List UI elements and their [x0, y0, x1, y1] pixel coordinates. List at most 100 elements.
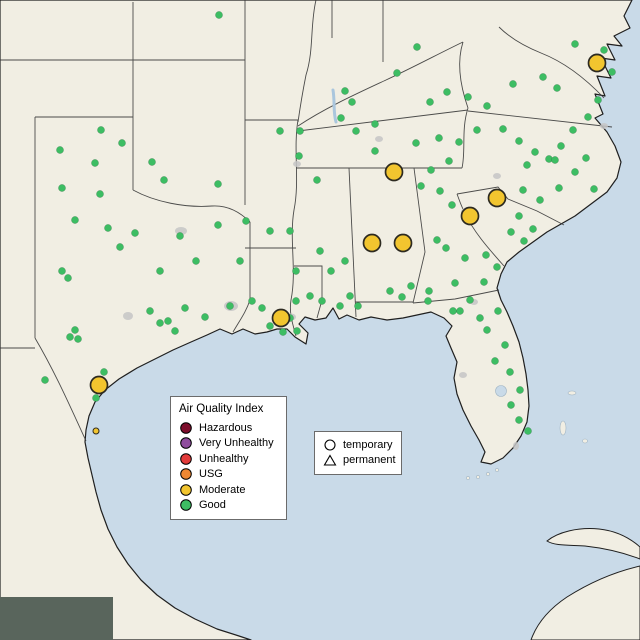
station-marker-good[interactable] [258, 304, 266, 312]
station-marker-good[interactable] [539, 73, 547, 81]
station-marker-good[interactable] [226, 302, 234, 310]
station-marker-good[interactable] [600, 46, 608, 54]
station-marker-moderate[interactable] [393, 233, 413, 253]
station-marker-good[interactable] [555, 184, 563, 192]
station-marker-good[interactable] [279, 328, 287, 336]
station-marker-good[interactable] [557, 142, 565, 150]
station-marker-good[interactable] [97, 126, 105, 134]
station-marker-good[interactable] [316, 247, 324, 255]
station-marker-good[interactable] [66, 333, 74, 341]
station-marker-good[interactable] [482, 251, 490, 259]
station-marker-good[interactable] [91, 159, 99, 167]
station-marker-good[interactable] [41, 376, 49, 384]
station-marker-good[interactable] [214, 180, 222, 188]
station-marker-good[interactable] [58, 267, 66, 275]
station-marker-good[interactable] [435, 134, 443, 142]
station-marker-good[interactable] [424, 297, 432, 305]
station-marker-good[interactable] [131, 229, 139, 237]
station-marker-good[interactable] [292, 267, 300, 275]
station-marker-good[interactable] [295, 152, 303, 160]
station-marker-good[interactable] [104, 224, 112, 232]
station-marker-good[interactable] [348, 98, 356, 106]
station-marker-good[interactable] [346, 292, 354, 300]
station-marker-good[interactable] [433, 236, 441, 244]
station-marker-good[interactable] [118, 139, 126, 147]
station-marker-good[interactable] [515, 212, 523, 220]
station-marker-moderate[interactable] [460, 206, 480, 226]
station-marker-good[interactable] [515, 137, 523, 145]
station-marker-good[interactable] [426, 98, 434, 106]
station-marker-good[interactable] [146, 307, 154, 315]
station-marker-moderate[interactable] [362, 233, 382, 253]
station-marker-good[interactable] [443, 88, 451, 96]
station-marker-good[interactable] [393, 69, 401, 77]
station-marker-good[interactable] [327, 267, 335, 275]
station-marker-good[interactable] [201, 313, 209, 321]
station-marker-good[interactable] [412, 139, 420, 147]
station-marker-good[interactable] [286, 227, 294, 235]
station-marker-good[interactable] [413, 43, 421, 51]
station-marker-good[interactable] [515, 416, 523, 424]
station-marker-good[interactable] [371, 120, 379, 128]
station-marker-good[interactable] [551, 156, 559, 164]
station-marker-good[interactable] [507, 228, 515, 236]
station-marker-moderate[interactable] [89, 375, 109, 395]
station-marker-good[interactable] [266, 227, 274, 235]
station-marker-good[interactable] [296, 127, 304, 135]
station-marker-good[interactable] [523, 161, 531, 169]
station-marker-good[interactable] [176, 232, 184, 240]
station-marker-good[interactable] [466, 296, 474, 304]
station-marker-good[interactable] [483, 326, 491, 334]
station-marker-good[interactable] [371, 147, 379, 155]
station-marker-good[interactable] [483, 102, 491, 110]
station-marker-good[interactable] [451, 279, 459, 287]
station-marker-good[interactable] [398, 293, 406, 301]
station-marker-good[interactable] [427, 166, 435, 174]
station-marker-good[interactable] [529, 225, 537, 233]
station-marker-good[interactable] [507, 401, 515, 409]
station-marker-good[interactable] [491, 357, 499, 365]
station-marker-good[interactable] [520, 237, 528, 245]
station-marker-good[interactable] [336, 302, 344, 310]
station-marker-good[interactable] [306, 292, 314, 300]
station-marker-good[interactable] [181, 304, 189, 312]
station-marker-good[interactable] [192, 257, 200, 265]
station-marker-good[interactable] [501, 341, 509, 349]
station-marker-good[interactable] [56, 146, 64, 154]
station-marker-good[interactable] [71, 326, 79, 334]
station-marker-good[interactable] [480, 278, 488, 286]
station-marker-good[interactable] [92, 394, 100, 402]
station-marker-moderate[interactable] [487, 188, 507, 208]
station-marker-moderate[interactable] [271, 308, 291, 328]
station-marker-good[interactable] [473, 126, 481, 134]
station-marker-good[interactable] [318, 297, 326, 305]
station-marker-good[interactable] [494, 307, 502, 315]
station-marker-good[interactable] [553, 84, 561, 92]
station-marker-good[interactable] [160, 176, 168, 184]
station-marker-good[interactable] [341, 87, 349, 95]
station-marker-good[interactable] [476, 314, 484, 322]
station-marker-good[interactable] [352, 127, 360, 135]
station-marker-good[interactable] [524, 427, 532, 435]
station-marker-good[interactable] [276, 127, 284, 135]
station-marker-good[interactable] [236, 257, 244, 265]
station-marker-good[interactable] [456, 307, 464, 315]
station-marker-moderate-small[interactable] [92, 427, 100, 435]
station-marker-good[interactable] [266, 322, 274, 330]
station-marker-good[interactable] [449, 307, 457, 315]
station-marker-good[interactable] [74, 335, 82, 343]
station-marker-good[interactable] [582, 154, 590, 162]
station-marker-good[interactable] [148, 158, 156, 166]
station-marker-good[interactable] [96, 190, 104, 198]
station-marker-good[interactable] [293, 327, 301, 335]
station-marker-good[interactable] [156, 319, 164, 327]
station-marker-good[interactable] [215, 11, 223, 19]
station-marker-good[interactable] [536, 196, 544, 204]
station-marker-good[interactable] [116, 243, 124, 251]
station-marker-good[interactable] [445, 157, 453, 165]
station-marker-good[interactable] [442, 244, 450, 252]
station-marker-good[interactable] [493, 263, 501, 271]
station-marker-good[interactable] [519, 186, 527, 194]
station-marker-good[interactable] [71, 216, 79, 224]
station-marker-good[interactable] [590, 185, 598, 193]
